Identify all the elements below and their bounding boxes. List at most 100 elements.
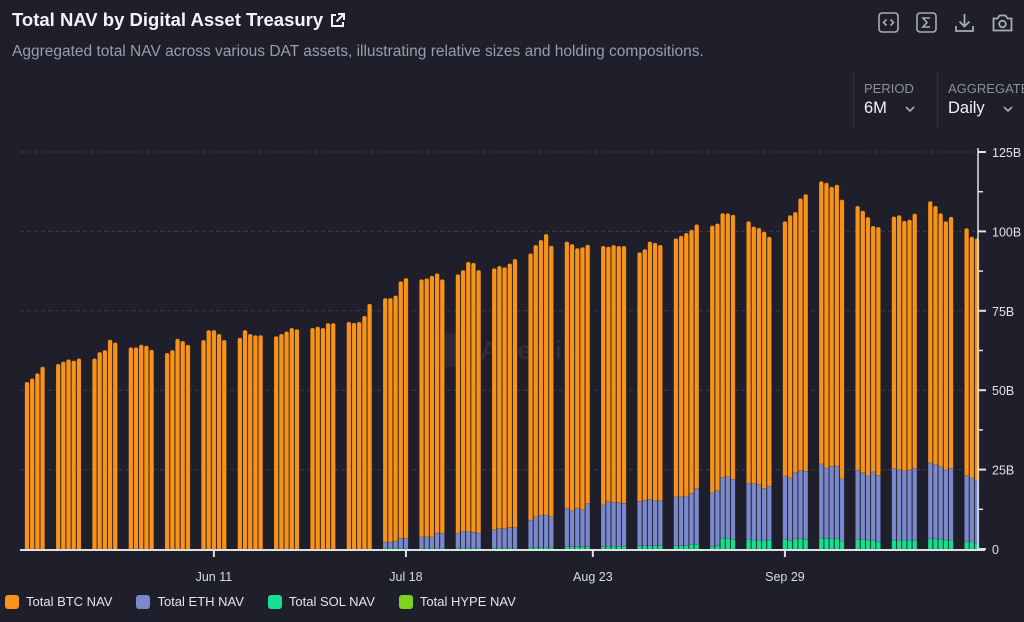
aggregate-select[interactable]: AGGREGATE Daily [937, 72, 1024, 128]
bar-total-eth-nav-oct-22[interactable] [901, 470, 907, 541]
bar-total-btc-nav-aug-15[interactable] [548, 245, 554, 517]
bar-total-eth-nav-oct-15[interactable] [865, 475, 871, 541]
bar-total-btc-nav-aug-21[interactable] [579, 246, 585, 510]
bar-total-eth-nav-jul-24[interactable] [434, 532, 440, 549]
bar-total-btc-nav-may-28[interactable] [138, 344, 144, 550]
bar-total-eth-nav-sep-11[interactable] [688, 493, 694, 545]
bar-total-btc-nav-nov-4[interactable] [969, 236, 975, 479]
bar-total-eth-nav-oct-13[interactable] [855, 469, 861, 540]
camera-icon[interactable] [991, 11, 1014, 34]
bar-total-btc-nav-jun-16[interactable] [237, 337, 243, 550]
bar-total-sol-nav-jul-31[interactable] [470, 547, 476, 550]
bar-total-sol-nav-aug-12[interactable] [533, 547, 539, 550]
bar-total-btc-nav-jun-5[interactable] [180, 340, 186, 550]
bar-total-eth-nav-jul-23[interactable] [429, 536, 435, 549]
bar-total-btc-nav-jun-19[interactable] [252, 334, 258, 550]
bar-total-eth-nav-jul-22[interactable] [424, 536, 430, 549]
bar-total-eth-nav-sep-17[interactable] [720, 477, 726, 539]
bar-total-sol-nav-oct-8[interactable] [829, 537, 835, 550]
bar-total-sol-nav-jul-16[interactable] [393, 547, 399, 550]
bar-total-btc-nav-jun-10[interactable] [206, 329, 212, 550]
bar-total-btc-nav-may-16[interactable] [76, 358, 82, 550]
bar-total-eth-nav-jul-21[interactable] [419, 536, 425, 549]
bar-total-btc-nav-may-20[interactable] [97, 351, 103, 550]
bar-total-btc-nav-jul-16[interactable] [393, 295, 399, 542]
bar-total-btc-nav-may-22[interactable] [107, 339, 113, 550]
bar-total-eth-nav-jul-16[interactable] [393, 540, 399, 549]
bar-total-sol-nav-oct-15[interactable] [865, 539, 871, 550]
bar-total-btc-nav-oct-31[interactable] [948, 216, 954, 469]
bar-total-btc-nav-sep-18[interactable] [725, 212, 731, 477]
bar-total-sol-nav-aug-29[interactable] [621, 546, 627, 550]
bar-total-sol-nav-sep-23[interactable] [751, 539, 757, 550]
bar-total-btc-nav-aug-20[interactable] [574, 247, 580, 509]
bar-total-eth-nav-oct-21[interactable] [896, 469, 902, 541]
bar-total-eth-nav-oct-28[interactable] [932, 464, 938, 540]
bar-total-eth-nav-oct-9[interactable] [834, 465, 840, 539]
bar-total-sol-nav-aug-6[interactable] [502, 547, 508, 550]
bar-total-btc-nav-may-13[interactable] [60, 361, 66, 550]
bar-total-sol-nav-sep-3[interactable] [647, 545, 653, 550]
bar-total-sol-nav-sep-5[interactable] [657, 545, 663, 550]
bar-total-btc-nav-jul-1[interactable] [315, 326, 321, 550]
bar-total-btc-nav-oct-21[interactable] [896, 214, 902, 471]
bar-total-eth-nav-jul-31[interactable] [470, 531, 476, 549]
bar-total-btc-nav-sep-15[interactable] [709, 225, 715, 493]
bar-total-eth-nav-oct-8[interactable] [829, 465, 835, 539]
bar-total-btc-nav-jul-7[interactable] [346, 321, 352, 550]
bar-total-btc-nav-may-14[interactable] [66, 359, 72, 550]
bar-total-eth-nav-jul-14[interactable] [382, 541, 388, 549]
bar-total-sol-nav-aug-8[interactable] [512, 547, 518, 550]
bar-total-btc-nav-oct-8[interactable] [829, 186, 835, 467]
bar-total-eth-nav-sep-25[interactable] [761, 488, 767, 541]
bar-total-eth-nav-sep-16[interactable] [714, 490, 720, 547]
bar-total-sol-nav-sep-22[interactable] [746, 539, 752, 550]
bar-total-sol-nav-oct-6[interactable] [818, 537, 824, 550]
bar-total-btc-nav-oct-3[interactable] [803, 193, 809, 472]
bar-total-btc-nav-nov-5[interactable] [974, 238, 980, 481]
bar-total-btc-nav-jun-6[interactable] [185, 344, 191, 550]
bar-total-btc-nav-sep-16[interactable] [714, 223, 720, 491]
bar-total-sol-nav-nov-4[interactable] [969, 541, 975, 550]
bar-total-sol-nav-oct-3[interactable] [803, 539, 809, 550]
bar-total-sol-nav-aug-13[interactable] [538, 547, 544, 550]
bar-total-btc-nav-aug-18[interactable] [564, 241, 570, 509]
bar-total-btc-nav-jun-18[interactable] [247, 333, 253, 550]
bar-total-btc-nav-sep-22[interactable] [746, 220, 752, 484]
bar-total-btc-nav-jun-23[interactable] [273, 335, 279, 550]
bar-total-eth-nav-aug-21[interactable] [579, 509, 585, 548]
sigma-icon[interactable] [915, 11, 938, 34]
bar-total-btc-nav-jun-25[interactable] [284, 331, 290, 550]
bar-total-btc-nav-jul-25[interactable] [439, 279, 445, 534]
legend-item-btc[interactable]: Total BTC NAV [5, 594, 112, 609]
bar-total-sol-nav-oct-28[interactable] [932, 538, 938, 550]
bar-total-btc-nav-jul-4[interactable] [330, 322, 336, 550]
bar-total-sol-nav-aug-15[interactable] [548, 547, 554, 550]
bar-total-btc-nav-aug-27[interactable] [611, 244, 617, 503]
legend-item-hype[interactable]: Total HYPE NAV [398, 594, 516, 609]
bar-total-sol-nav-jul-22[interactable] [424, 547, 430, 550]
bar-total-btc-nav-may-6[interactable] [24, 381, 30, 550]
bar-total-btc-nav-may-29[interactable] [143, 345, 149, 550]
bar-total-btc-nav-jul-15[interactable] [387, 297, 393, 543]
bar-total-sol-nav-jul-18[interactable] [403, 547, 409, 550]
bar-total-eth-nav-jul-15[interactable] [387, 541, 393, 549]
bar-total-btc-nav-sep-17[interactable] [720, 212, 726, 478]
bar-total-eth-nav-aug-22[interactable] [585, 503, 591, 548]
bar-total-btc-nav-oct-30[interactable] [943, 220, 949, 471]
bar-total-eth-nav-aug-1[interactable] [476, 532, 482, 549]
bar-total-btc-nav-jun-26[interactable] [289, 327, 295, 550]
bar-total-eth-nav-aug-25[interactable] [600, 504, 606, 547]
bar-total-btc-nav-jul-23[interactable] [429, 275, 435, 538]
bar-total-btc-nav-jul-14[interactable] [382, 297, 388, 543]
bar-total-sol-nav-nov-5[interactable] [974, 542, 980, 550]
bar-total-eth-nav-nov-3[interactable] [964, 475, 970, 543]
bar-total-eth-nav-aug-5[interactable] [496, 528, 502, 549]
bar-total-sol-nav-oct-10[interactable] [839, 540, 845, 550]
bar-total-btc-nav-may-19[interactable] [91, 358, 97, 550]
bar-total-eth-nav-oct-2[interactable] [797, 470, 803, 540]
bar-total-sol-nav-sep-19[interactable] [730, 539, 736, 550]
bar-total-eth-nav-sep-30[interactable] [787, 477, 793, 541]
bar-total-sol-nav-jul-15[interactable] [387, 547, 393, 550]
bar-total-eth-nav-nov-5[interactable] [974, 479, 980, 544]
